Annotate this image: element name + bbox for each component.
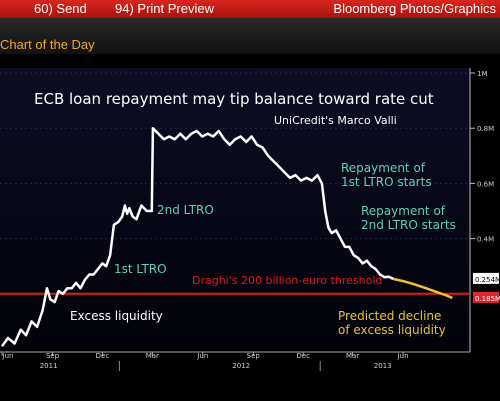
y-tick-label: 0.8M (477, 125, 494, 133)
annotation-predicted-line1: Predicted decline (338, 309, 441, 323)
chart-header: Chart of the Day (0, 18, 500, 54)
annotation-repayment-2-line2: 2nd LTRO starts (361, 218, 456, 232)
brand-label: Bloomberg Photos/Graphics (333, 1, 496, 16)
chart-title: ECB loan repayment may tip balance towar… (34, 90, 434, 108)
last-value-labels: 0.254M 0.185M (473, 272, 500, 303)
last-value-text: 0.185M (475, 295, 500, 303)
x-year-label: 2013 (374, 362, 392, 370)
x-tick-label: Mar (346, 352, 359, 360)
x-tick-label: Jun (196, 352, 208, 360)
axis-panel (470, 68, 500, 401)
x-tick-label: Sep (247, 352, 261, 360)
send-button[interactable]: 60) Send (34, 1, 87, 16)
toolbar: 60) Send 94) Print Preview Bloomberg Pho… (0, 0, 500, 18)
annotation-repayment-2-line1: Repayment of (361, 204, 446, 218)
x-tick-label: Dec (96, 352, 110, 360)
y-tick-label: 0.4M (477, 236, 494, 244)
x-tick-label: Sep (46, 352, 60, 360)
last-value-text: 0.254M (475, 276, 500, 284)
x-tick-label: Mar (146, 352, 159, 360)
x-year-label: 2012 (232, 362, 250, 370)
threshold-label: Draghi's 200 billion-euro threshold (192, 274, 382, 287)
annotation-predicted-line2: of excess liquidity (338, 323, 446, 337)
y-tick-label: 1M (477, 70, 488, 78)
annotation-1st-ltro: 1st LTRO (114, 262, 167, 276)
x-year-label: 2011 (40, 362, 58, 370)
x-tick-label: Jun (397, 352, 409, 360)
plot-background (0, 68, 470, 348)
annotation-excess-liquidity: Excess liquidity (70, 309, 163, 323)
x-axis: Jun Sep Dec Mar Jun Sep Dec Mar Jun 2011 2012 2013 (0, 351, 470, 371)
x-tick-label: Dec (296, 352, 310, 360)
last-value-box (473, 272, 499, 284)
chart-subtitle: UniCredit's Marco Valli (274, 114, 397, 127)
y-tick-label: 0.6M (477, 180, 494, 188)
last-value-box (473, 291, 499, 303)
y-axis: 0.4M 0.6M 0.8M 1M (469, 68, 494, 352)
chart-of-the-day-label: Chart of the Day (0, 37, 95, 52)
print-preview-button[interactable]: 94) Print Preview (115, 1, 214, 16)
annotation-repayment-1-line1: Repayment of (341, 161, 426, 175)
series-predicted-line (392, 277, 453, 300)
annotation-repayment-1-line2: 1st LTRO starts (341, 175, 432, 189)
annotation-2nd-ltro: 2nd LTRO (157, 203, 214, 217)
x-tick-label: Jun (2, 352, 14, 360)
series-actual-line (0, 126, 394, 347)
series-group (0, 126, 453, 347)
